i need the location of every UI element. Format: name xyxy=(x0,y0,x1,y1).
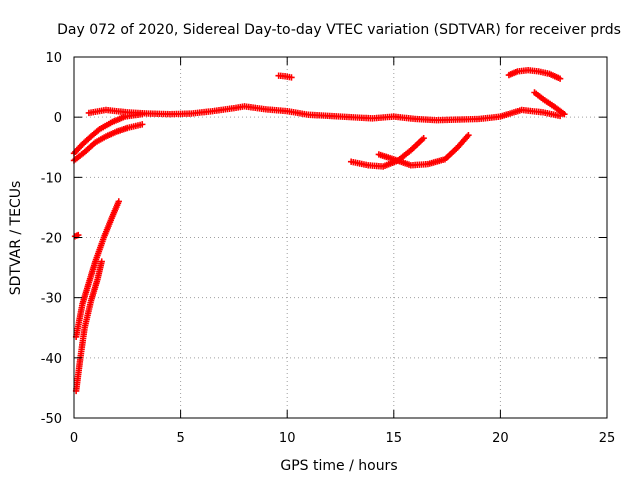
y-tick-label: -20 xyxy=(41,232,62,247)
data-point xyxy=(420,135,427,142)
series-arc-right-fall xyxy=(531,89,568,118)
y-axis-label: SDTVAR / TECUs xyxy=(8,181,24,296)
data-point xyxy=(556,75,564,82)
data-point xyxy=(139,121,146,128)
x-axis-label: GPS time / hours xyxy=(280,458,397,474)
series-arc-rise-a xyxy=(70,110,146,157)
chart-title: Day 072 of 2020, Sidereal Day-to-day VTE… xyxy=(57,22,621,38)
y-tick-label: -40 xyxy=(41,352,62,367)
x-tick-label: 0 xyxy=(70,431,78,446)
series-arc-rise-b xyxy=(70,121,146,164)
series-arc-dip-b xyxy=(375,132,472,169)
series-arc-dip-a xyxy=(347,135,427,170)
data-point xyxy=(465,132,472,139)
series-arc-short-top xyxy=(275,72,295,81)
series-arc-steep-b xyxy=(72,258,105,395)
data-point xyxy=(115,198,122,205)
x-tick-label: 20 xyxy=(492,431,509,446)
series-arc-top-right xyxy=(505,67,564,82)
x-tick-label: 5 xyxy=(176,431,184,446)
data-point xyxy=(288,74,295,81)
data-point xyxy=(561,110,568,118)
data-point xyxy=(98,258,105,265)
data-point xyxy=(139,110,146,118)
data-series xyxy=(70,67,568,395)
y-axis-ticks: -50 -40 -30 -20 -10 0 10 xyxy=(41,51,607,427)
x-tick-label: 25 xyxy=(599,431,616,446)
y-tick-label: -30 xyxy=(41,292,62,307)
x-tick-label: 15 xyxy=(386,431,403,446)
y-tick-label: 10 xyxy=(45,51,62,66)
x-axis-ticks: 0 5 10 15 20 25 xyxy=(70,57,615,446)
y-tick-label: 0 xyxy=(54,111,62,126)
series-arc-steep-a xyxy=(72,198,122,340)
y-tick-label: -50 xyxy=(41,412,62,427)
series-arc-main-0 xyxy=(85,103,564,124)
series-dot-a xyxy=(71,231,82,240)
x-tick-label: 10 xyxy=(279,431,296,446)
y-tick-label: -10 xyxy=(41,171,62,186)
